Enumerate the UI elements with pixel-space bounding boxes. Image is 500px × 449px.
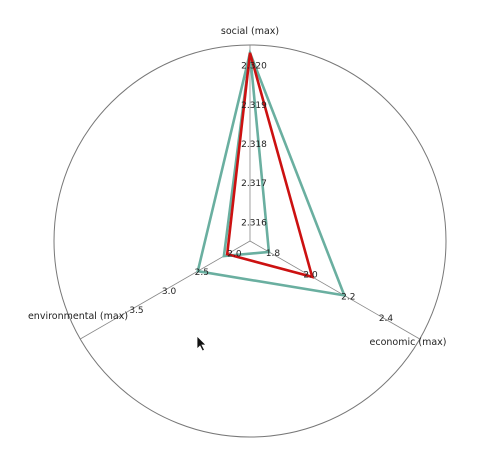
tick-label: 3.5 <box>129 306 143 316</box>
tick-label: 3.0 <box>162 287 177 297</box>
labels-layer: social (max) economic (max) environmenta… <box>28 26 447 348</box>
tick-label: 2.317 <box>241 179 267 189</box>
axis-line-2 <box>80 240 251 340</box>
series-layer <box>196 48 347 298</box>
axis-line-1 <box>249 240 420 340</box>
series-polygon-1 <box>222 52 271 258</box>
tick-label: 2.316 <box>241 218 267 228</box>
axis-label-social: social (max) <box>221 26 279 37</box>
tick-label: 2.5 <box>195 268 209 278</box>
axis-label-economic: economic (max) <box>370 337 447 348</box>
axes-layer <box>80 45 420 340</box>
tick-label: 2.320 <box>241 62 267 72</box>
series-polygon-2 <box>225 52 315 279</box>
ticks-layer: 2.316 2.317 2.318 2.319 2.320 1.8 2.0 2.2 2.4 2.0… <box>129 62 393 325</box>
tick-label: 2.2 <box>341 292 355 302</box>
tick-label: 2.4 <box>379 314 394 324</box>
tick-label: 2.0 <box>303 271 318 281</box>
tick-label: 1.8 <box>266 249 281 259</box>
axis-label-environmental: environmental (max) <box>28 311 128 322</box>
tick-label: 2.318 <box>241 140 267 150</box>
tick-label: 2.0 <box>227 249 242 259</box>
mouse-pointer-icon <box>196 335 207 352</box>
series-polygon-0 <box>196 48 347 298</box>
tick-label: 2.319 <box>241 101 267 111</box>
